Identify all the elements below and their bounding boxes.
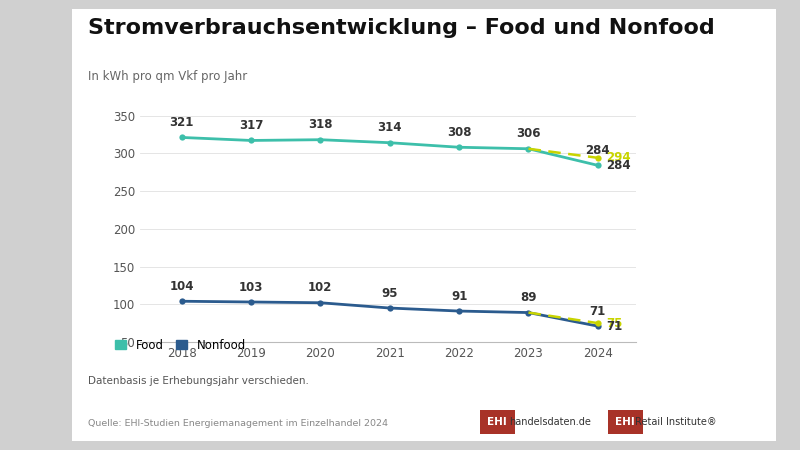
FancyBboxPatch shape [480, 410, 514, 434]
Text: EHI: EHI [615, 417, 635, 427]
Text: 294: 294 [606, 151, 631, 164]
Legend: Food, Nonfood: Food, Nonfood [110, 334, 251, 356]
Text: handelsdaten.de: handelsdaten.de [510, 417, 591, 427]
FancyBboxPatch shape [608, 410, 642, 434]
Text: 95: 95 [382, 287, 398, 300]
Text: 71: 71 [606, 320, 622, 333]
Text: 308: 308 [447, 126, 471, 139]
Text: 91: 91 [451, 290, 467, 303]
Text: 89: 89 [520, 291, 537, 304]
Text: 104: 104 [170, 280, 194, 293]
Text: Datenbasis je Erhebungsjahr verschieden.: Datenbasis je Erhebungsjahr verschieden. [88, 376, 309, 386]
Text: 314: 314 [378, 122, 402, 135]
Text: 75: 75 [606, 317, 622, 330]
Text: EHI: EHI [487, 417, 507, 427]
Text: 102: 102 [308, 281, 333, 294]
Text: In kWh pro qm Vkf pro Jahr: In kWh pro qm Vkf pro Jahr [88, 70, 247, 83]
Text: 306: 306 [516, 127, 541, 140]
Text: 284: 284 [606, 159, 631, 172]
Text: 71: 71 [590, 305, 606, 318]
Text: 318: 318 [308, 118, 333, 131]
Text: 321: 321 [170, 116, 194, 129]
Text: 284: 284 [586, 144, 610, 157]
Text: 317: 317 [239, 119, 263, 132]
Text: Stromverbrauchsentwicklung – Food und Nonfood: Stromverbrauchsentwicklung – Food und No… [88, 18, 714, 38]
Text: Retail Institute®: Retail Institute® [635, 417, 717, 427]
Text: Quelle: EHI-Studien Energiemanagement im Einzelhandel 2024: Quelle: EHI-Studien Energiemanagement im… [88, 418, 388, 427]
Text: 103: 103 [239, 281, 263, 294]
